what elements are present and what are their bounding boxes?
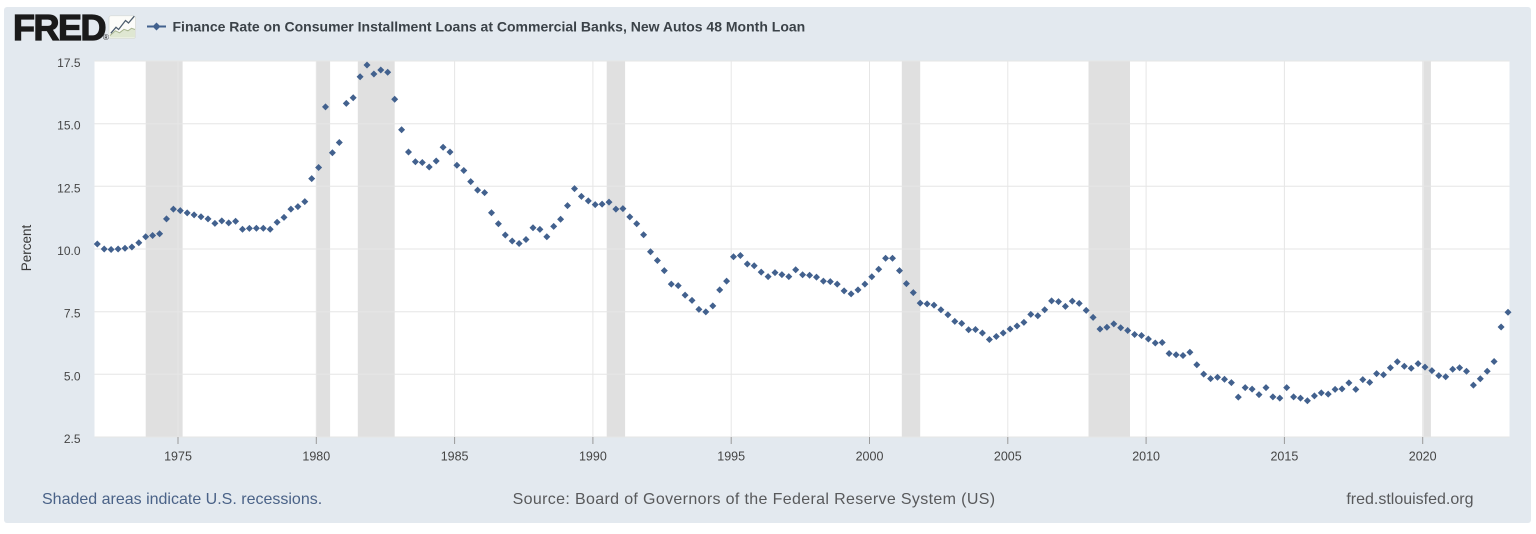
svg-text:12.5: 12.5 xyxy=(57,181,81,195)
svg-text:7.5: 7.5 xyxy=(64,307,81,321)
svg-text:Source: Board of Governors of: Source: Board of Governors of the Federa… xyxy=(513,491,996,508)
svg-text:2000: 2000 xyxy=(856,450,884,464)
svg-text:1990: 1990 xyxy=(579,450,607,464)
svg-text:Shaded areas indicate U.S. rec: Shaded areas indicate U.S. recessions. xyxy=(42,491,322,508)
svg-text:5.0: 5.0 xyxy=(64,369,81,383)
svg-text:17.5: 17.5 xyxy=(57,56,81,70)
svg-text:®: ® xyxy=(103,33,109,42)
svg-text:1975: 1975 xyxy=(164,450,192,464)
svg-text:FRED: FRED xyxy=(13,7,106,48)
svg-text:fred.stlouisfed.org: fred.stlouisfed.org xyxy=(1346,491,1473,508)
svg-text:2020: 2020 xyxy=(1409,450,1437,464)
svg-text:2010: 2010 xyxy=(1132,450,1160,464)
svg-text:1995: 1995 xyxy=(717,450,745,464)
svg-text:15.0: 15.0 xyxy=(57,119,81,133)
svg-text:1985: 1985 xyxy=(441,450,469,464)
svg-text:2005: 2005 xyxy=(994,450,1022,464)
svg-text:2015: 2015 xyxy=(1270,450,1298,464)
svg-text:10.0: 10.0 xyxy=(57,244,81,258)
svg-text:1980: 1980 xyxy=(302,450,330,464)
svg-text:Percent: Percent xyxy=(19,224,34,271)
svg-text:2.5: 2.5 xyxy=(64,432,81,446)
svg-text:Finance Rate on Consumer Insta: Finance Rate on Consumer Installment Loa… xyxy=(173,19,806,35)
